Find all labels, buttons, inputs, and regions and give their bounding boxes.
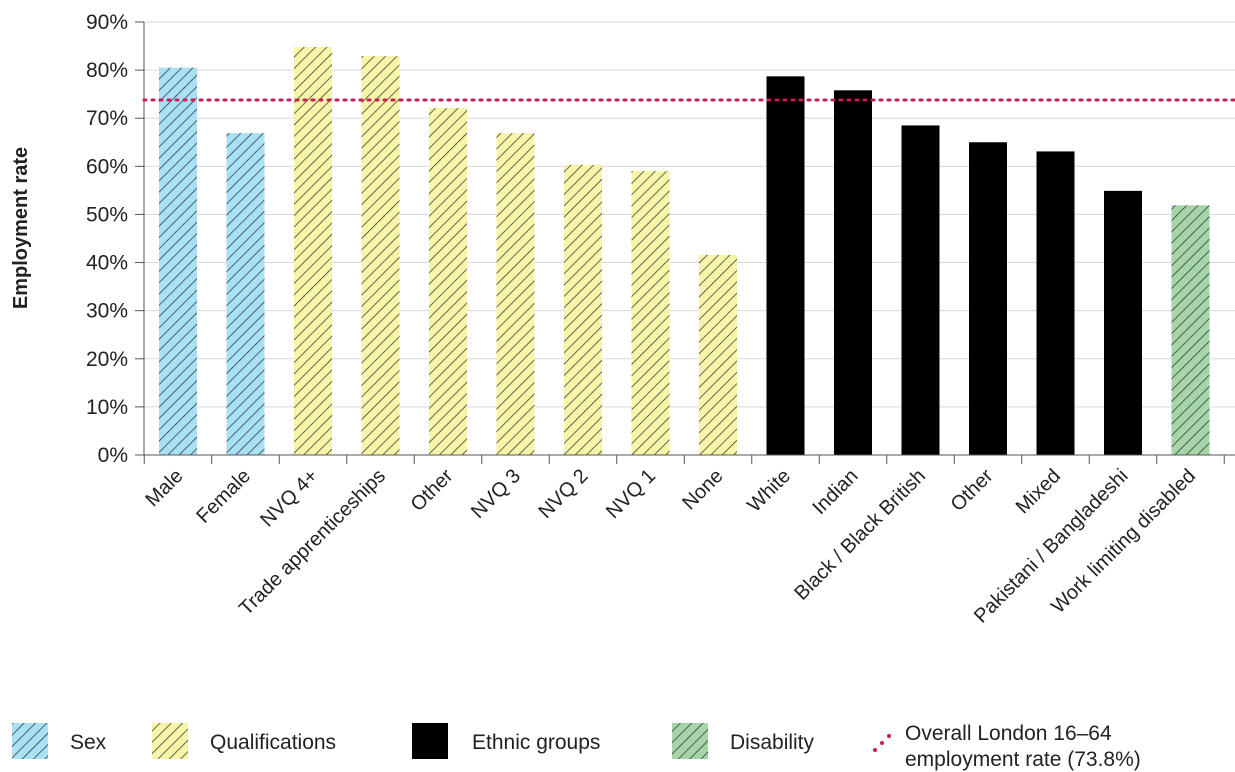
bar-nvq-2: [564, 164, 602, 455]
legend-label-ethnic-groups: Ethnic groups: [472, 731, 600, 754]
legend-label-qualifications: Qualifications: [210, 731, 336, 754]
y-tick-label: 80%: [86, 59, 128, 82]
bar-trade-apprenticeships: [361, 56, 400, 456]
x-category-label: NVQ 3: [467, 465, 525, 523]
bar-nvq-3: [496, 133, 535, 456]
x-category-label: NVQ 1: [602, 465, 660, 523]
x-category-label: Other: [947, 465, 998, 516]
legend-reference-label-line2: employment rate (73.8%): [905, 748, 1141, 771]
legend-swatch-sex: [12, 723, 48, 759]
bar-pakistani-bangladeshi: [1104, 190, 1142, 455]
legend-label-disability: Disability: [730, 731, 815, 754]
bar-indian: [834, 90, 872, 455]
y-tick-label: 30%: [86, 300, 128, 323]
legend: Overall London 16–64 employment rate (73…: [12, 722, 1141, 771]
x-category-label: Black / Black British: [790, 465, 930, 605]
legend-label-sex: Sex: [70, 731, 107, 754]
bar-work-limiting-disabled: [1171, 205, 1210, 455]
legend-reference-dot: [873, 748, 877, 752]
legend-reference-dot: [887, 734, 891, 738]
x-category-label: NVQ 4+: [256, 465, 322, 531]
x-category-label: Other: [407, 465, 458, 516]
bar-nvq-1: [631, 171, 670, 455]
bar-female: [226, 133, 265, 456]
legend-swatch-disability: [672, 723, 708, 759]
axes: [143, 22, 1235, 456]
y-axis-ticks: 0% 10% 20% 30% 40% 50% 60% 70% 80% 90%: [86, 11, 144, 467]
x-category-label: White: [743, 465, 795, 517]
x-category-label: NVQ 2: [535, 465, 593, 523]
bar-nvq-4-: [294, 47, 332, 456]
bar-other: [969, 142, 1007, 455]
y-tick-label: 20%: [86, 348, 128, 371]
bar-none: [699, 254, 737, 455]
y-tick-label: 70%: [86, 107, 128, 130]
bar-male: [159, 67, 197, 455]
y-tick-label: 60%: [86, 155, 128, 178]
y-tick-label: 90%: [86, 11, 128, 34]
x-category-label: Mixed: [1012, 465, 1065, 518]
x-category-label: Female: [192, 465, 255, 528]
legend-reference-dot: [880, 741, 884, 745]
bar-black-black-british: [901, 125, 940, 455]
legend-swatch-ethnic-groups: [412, 723, 448, 759]
legend-swatch-qualifications: [152, 723, 188, 759]
bar-mixed: [1036, 151, 1075, 455]
x-category-label: Indian: [808, 465, 862, 519]
bars: [159, 47, 1210, 456]
x-category-label: Male: [141, 465, 187, 511]
y-tick-label: 40%: [86, 252, 128, 275]
y-tick-label: 0%: [98, 444, 128, 467]
x-axis-ticks: Male Female NVQ 4+Trade apprenticeships Oth…: [141, 455, 1225, 628]
y-tick-label: 10%: [86, 396, 128, 419]
bar-white: [766, 76, 805, 456]
y-axis-title: Employment rate: [10, 147, 32, 309]
bar-other: [429, 108, 467, 455]
y-tick-label: 50%: [86, 203, 128, 226]
legend-reference-label-line1: Overall London 16–64: [905, 722, 1112, 745]
x-category-label: None: [678, 465, 727, 514]
